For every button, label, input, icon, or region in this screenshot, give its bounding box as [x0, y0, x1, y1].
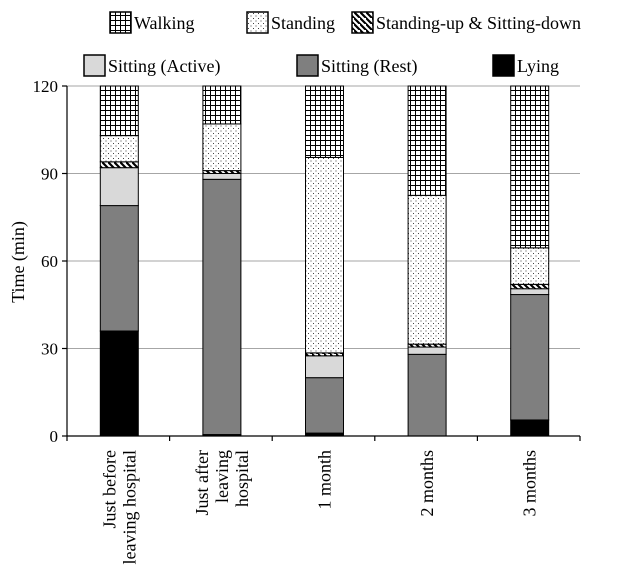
- bar-segment: [99, 205, 139, 332]
- y-axis-title: Time (min): [8, 221, 29, 303]
- bar-segment: [99, 167, 139, 207]
- x-category-labels: Just beforeleaving hospital Just afterlea…: [99, 450, 539, 564]
- legend-item: Standing: [246, 11, 335, 34]
- bar-segment: [99, 135, 139, 163]
- bar-segment: [407, 346, 447, 355]
- x-category-label: Just afterleavinghospital: [192, 450, 252, 515]
- y-tick-label: 90: [41, 165, 58, 184]
- x-category-label: Just beforeleaving hospital: [99, 450, 139, 564]
- bar-segment: [407, 353, 447, 437]
- bar-segment: [202, 123, 242, 172]
- bar-segment: [202, 173, 242, 180]
- bar-segment: [99, 161, 139, 169]
- bar-segment: [407, 194, 447, 345]
- legend-label: Sitting (Rest): [321, 56, 418, 77]
- y-tick-label: 60: [41, 252, 58, 271]
- legend-item: Walking: [109, 11, 195, 34]
- legend-swatch: [492, 54, 515, 77]
- x-category-label: 2 months: [417, 450, 437, 517]
- y-tick-labels: 0 30 60 90 120: [33, 77, 59, 446]
- bars: [99, 85, 550, 437]
- bar-segment: [99, 85, 139, 137]
- x-category-label: 1 month: [315, 450, 335, 510]
- legend-label: Standing: [271, 13, 335, 33]
- legend-item: Lying: [492, 54, 559, 77]
- y-tick-label: 30: [41, 340, 58, 359]
- legend-swatch: [109, 11, 132, 34]
- legend-label: Standing-up & Sitting-down: [376, 13, 581, 33]
- legend-label: Walking: [134, 13, 195, 33]
- y-tick-label: 120: [33, 77, 59, 96]
- legend-label: Lying: [517, 56, 559, 76]
- bar-segment: [99, 330, 139, 437]
- bar-segment: [407, 85, 447, 196]
- bar-segment: [510, 288, 550, 296]
- bar-segment: [202, 178, 242, 436]
- bar-segment: [305, 377, 344, 434]
- axes: [62, 85, 581, 441]
- bar-segment: [510, 419, 550, 437]
- legend-item: Sitting (Rest): [296, 54, 418, 77]
- bar-segment: [510, 247, 550, 285]
- bar-segment: [202, 85, 242, 125]
- legend: Walking Standing Standing-up & Sitting-dow…: [83, 11, 581, 77]
- bar-segment: [305, 85, 344, 158]
- x-category-label: 3 months: [520, 450, 540, 517]
- legend-item: Standing-up & Sitting-down: [351, 11, 581, 34]
- legend-swatch: [296, 54, 319, 77]
- bar-segment: [510, 283, 550, 290]
- y-tick-label: 0: [50, 427, 59, 446]
- bar-segment: [305, 156, 344, 354]
- legend-swatch: [246, 11, 269, 34]
- bar-segment: [510, 85, 550, 249]
- legend-item: Sitting (Active): [83, 54, 220, 77]
- bar-segment: [305, 355, 344, 379]
- legend-label: Sitting (Active): [108, 56, 220, 77]
- legend-swatch: [83, 54, 106, 77]
- legend-swatch: [351, 11, 374, 34]
- bar-segment: [510, 294, 550, 421]
